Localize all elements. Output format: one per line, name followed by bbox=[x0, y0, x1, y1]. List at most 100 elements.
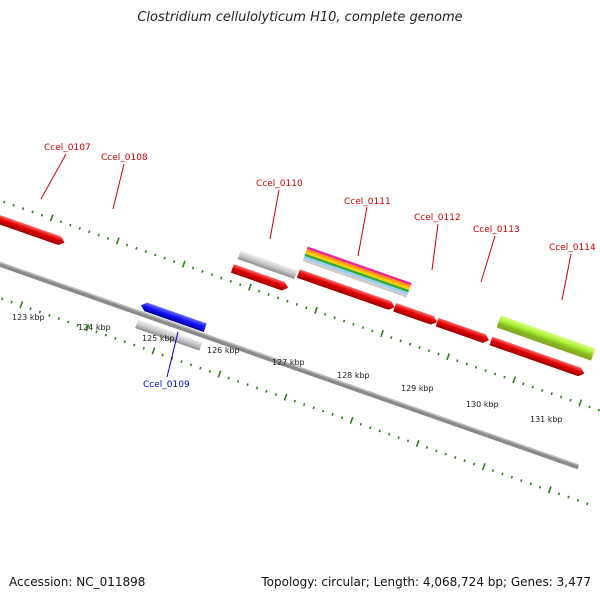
minor-tick bbox=[567, 495, 570, 499]
minor-tick bbox=[1, 297, 4, 301]
gene-arrow-forward[interactable] bbox=[0, 210, 66, 247]
gene-label[interactable]: Ccel_0109 bbox=[143, 380, 190, 390]
major-tick bbox=[115, 237, 120, 245]
leader-line bbox=[357, 206, 368, 257]
feature-block-stack[interactable] bbox=[304, 253, 410, 293]
feature-block[interactable] bbox=[135, 319, 203, 351]
minor-tick bbox=[88, 230, 91, 234]
minor-tick bbox=[352, 322, 355, 326]
minor-tick bbox=[359, 422, 362, 426]
minor-tick bbox=[406, 439, 410, 443]
major-tick bbox=[578, 399, 583, 407]
gene-arrow-forward[interactable] bbox=[230, 264, 290, 292]
minor-tick bbox=[76, 323, 79, 327]
minor-tick bbox=[475, 365, 478, 369]
major-tick bbox=[547, 486, 552, 494]
minor-tick bbox=[114, 336, 117, 340]
minor-tick bbox=[465, 362, 468, 366]
minor-tick bbox=[59, 220, 63, 224]
minor-tick bbox=[501, 472, 504, 476]
tick-row-upper bbox=[3, 200, 600, 412]
feature-block[interactable] bbox=[496, 324, 593, 361]
minor-tick bbox=[493, 372, 497, 376]
minor-tick bbox=[541, 388, 544, 392]
minor-tick bbox=[163, 256, 166, 260]
minor-tick bbox=[267, 293, 270, 297]
major-tick bbox=[446, 353, 451, 361]
minor-tick bbox=[257, 289, 261, 293]
feature-block-stack[interactable] bbox=[306, 246, 412, 286]
minor-tick bbox=[586, 502, 589, 506]
minor-tick bbox=[295, 303, 299, 306]
position-label: 123 kbp bbox=[12, 313, 45, 322]
map-title: Clostridium cellulolyticum H10, complete… bbox=[137, 10, 463, 25]
minor-tick bbox=[559, 395, 563, 399]
minor-tick bbox=[378, 429, 381, 433]
feature-block[interactable] bbox=[237, 250, 298, 279]
major-tick bbox=[314, 306, 318, 314]
feature-block-stack[interactable] bbox=[306, 248, 411, 288]
major-tick bbox=[19, 301, 24, 309]
minor-tick bbox=[397, 436, 400, 440]
feature-block[interactable] bbox=[302, 258, 408, 298]
minor-tick bbox=[522, 382, 525, 386]
minor-tick bbox=[454, 455, 457, 459]
gene-arrow-forward[interactable] bbox=[393, 302, 438, 326]
gene-label[interactable]: Ccel_0113 bbox=[473, 225, 520, 235]
major-tick bbox=[49, 214, 54, 222]
minor-tick bbox=[369, 426, 372, 430]
gene-arrow-forward[interactable] bbox=[489, 336, 585, 378]
position-label: 127 kbp bbox=[272, 358, 305, 367]
minor-tick bbox=[463, 459, 466, 463]
minor-tick bbox=[390, 336, 393, 339]
position-label: 128 kbp bbox=[337, 371, 370, 380]
minor-tick bbox=[484, 369, 487, 373]
minor-tick bbox=[104, 333, 108, 337]
minor-tick bbox=[227, 376, 230, 380]
major-tick bbox=[151, 347, 156, 355]
minor-tick bbox=[399, 339, 402, 343]
minor-tick bbox=[491, 469, 495, 473]
minor-tick bbox=[529, 482, 532, 486]
feature-block[interactable] bbox=[497, 315, 596, 358]
gene-label[interactable]: Ccel_0110 bbox=[256, 179, 303, 189]
minor-tick bbox=[321, 409, 325, 413]
major-tick bbox=[283, 393, 288, 401]
minor-tick bbox=[106, 236, 110, 240]
leader-line bbox=[166, 331, 179, 378]
minor-tick bbox=[510, 475, 513, 479]
gene-label[interactable]: Ccel_0112 bbox=[414, 213, 461, 223]
minor-tick bbox=[189, 363, 193, 367]
gene-arrow-reverse[interactable] bbox=[140, 301, 207, 332]
minor-tick bbox=[48, 313, 51, 317]
minor-tick bbox=[312, 406, 315, 410]
minor-tick bbox=[123, 340, 127, 344]
minor-tick bbox=[29, 307, 32, 311]
minor-tick bbox=[180, 360, 183, 364]
minor-tick bbox=[305, 306, 308, 310]
minor-tick bbox=[425, 446, 429, 449]
minor-tick bbox=[95, 330, 98, 334]
minor-tick bbox=[38, 310, 42, 314]
gene-label[interactable]: Ccel_0114 bbox=[549, 243, 596, 253]
minor-tick bbox=[435, 449, 438, 453]
feature-block-stack[interactable] bbox=[305, 251, 410, 291]
minor-tick bbox=[220, 276, 223, 280]
minor-tick bbox=[576, 498, 580, 502]
feature-block-stack[interactable] bbox=[303, 256, 409, 295]
minor-tick bbox=[40, 213, 44, 217]
minor-tick bbox=[569, 398, 572, 402]
minor-tick bbox=[333, 316, 336, 320]
gene-label[interactable]: Ccel_0111 bbox=[344, 197, 391, 207]
minor-tick bbox=[31, 210, 34, 214]
minor-tick bbox=[21, 207, 25, 211]
minor-tick bbox=[78, 227, 81, 230]
gene-arrow-forward[interactable] bbox=[296, 269, 396, 311]
gene-label[interactable]: Ccel_0107 bbox=[44, 143, 91, 153]
gene-label[interactable]: Ccel_0108 bbox=[101, 153, 148, 163]
gene-arrow-forward[interactable] bbox=[435, 317, 491, 345]
minor-tick bbox=[408, 342, 412, 346]
minor-tick bbox=[293, 399, 296, 403]
minor-tick bbox=[135, 246, 138, 250]
minor-tick bbox=[371, 329, 374, 333]
